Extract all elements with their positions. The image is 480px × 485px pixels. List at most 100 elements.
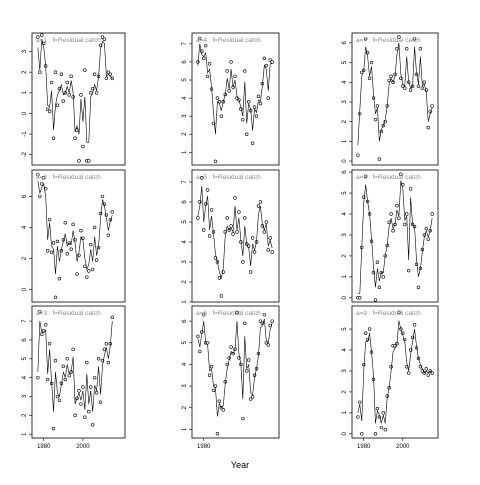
point xyxy=(237,210,241,214)
point xyxy=(200,176,204,180)
panel-title: a=6 : f=Residual catch xyxy=(196,310,261,317)
y-tick-label: 1 xyxy=(182,427,188,431)
point xyxy=(373,298,378,302)
fit-line xyxy=(357,320,433,424)
point xyxy=(375,406,380,411)
point xyxy=(205,74,210,79)
panel-frame xyxy=(31,32,126,166)
x-tick-label: 2000 xyxy=(396,444,410,450)
y-tick-label: 2 xyxy=(342,390,348,394)
y-tick-label: 3 xyxy=(182,260,188,264)
panel-title: a=2 : f=Residual catch xyxy=(36,174,101,181)
point xyxy=(270,319,274,323)
panel-frame xyxy=(191,169,280,303)
point xyxy=(104,213,109,217)
fit-line xyxy=(197,43,273,135)
point xyxy=(426,373,430,377)
panel-title: a=3 : f=Residual catch xyxy=(36,310,101,317)
y-tick-label: -1 xyxy=(22,131,28,137)
point xyxy=(397,216,401,220)
y-tick-label: 3 xyxy=(342,100,348,104)
panel-frame xyxy=(351,169,439,303)
y-tick-label: 4 xyxy=(22,375,28,379)
point xyxy=(202,312,206,317)
point xyxy=(362,362,366,367)
y-tick-label: 3 xyxy=(342,233,348,237)
point xyxy=(65,80,69,85)
point xyxy=(45,249,50,253)
point xyxy=(264,63,268,68)
point xyxy=(430,104,434,108)
point xyxy=(248,270,253,274)
point xyxy=(71,222,75,227)
point xyxy=(414,262,419,266)
panel-title: a=9 : f=Residual catch xyxy=(356,310,421,317)
point xyxy=(38,309,42,314)
point xyxy=(219,294,224,298)
panel: -2 -1 0 1 2 3 a=1 : f=Residual catch xyxy=(22,32,126,166)
point xyxy=(69,247,73,251)
panel-title: a=5 : f=Residual catch xyxy=(196,174,261,181)
y-tick-label: 1 xyxy=(22,432,28,436)
y-tick-label: 4 xyxy=(342,348,348,352)
point xyxy=(397,310,401,314)
y-tick-label: 4 xyxy=(342,80,348,84)
point xyxy=(416,84,421,88)
y-tick-label: 4 xyxy=(342,212,348,216)
point xyxy=(96,357,101,361)
y-tick-label: 6 xyxy=(182,60,188,64)
point xyxy=(38,194,42,199)
panel-frame xyxy=(31,169,126,303)
point xyxy=(196,334,200,338)
point xyxy=(381,411,385,415)
point xyxy=(87,159,91,163)
point xyxy=(98,400,103,404)
panel-frame xyxy=(351,305,439,439)
point xyxy=(40,182,44,186)
panel: 0 2 4 6 a=2 : f=Residual catch xyxy=(22,169,126,303)
point xyxy=(104,76,109,81)
point xyxy=(426,237,430,241)
point xyxy=(89,91,93,95)
point xyxy=(375,104,380,108)
point xyxy=(106,360,111,365)
x-tick-label: 1980 xyxy=(197,444,211,450)
point xyxy=(47,109,52,114)
point xyxy=(403,222,407,227)
panel-frame xyxy=(351,32,439,166)
point xyxy=(229,345,233,349)
point xyxy=(217,276,222,280)
point xyxy=(85,275,89,279)
point xyxy=(65,252,69,256)
y-tick-label: 0 xyxy=(342,295,348,299)
point xyxy=(40,332,44,336)
y-tick-label: 2 xyxy=(22,413,28,417)
panel: 1 2 3 4 5 6 7 a=4 : f=Residual catch xyxy=(182,32,280,166)
point xyxy=(408,88,413,92)
point xyxy=(405,212,409,216)
point xyxy=(246,358,251,362)
point xyxy=(207,62,212,66)
point xyxy=(262,230,267,234)
point xyxy=(100,35,105,39)
point xyxy=(426,125,430,130)
point xyxy=(389,74,393,79)
point xyxy=(94,258,99,262)
point xyxy=(57,398,62,402)
point xyxy=(418,47,423,51)
point xyxy=(383,427,387,432)
point xyxy=(399,172,403,176)
point xyxy=(360,432,364,436)
y-tick-label: 2 xyxy=(342,119,348,123)
point xyxy=(55,239,60,244)
fit-line xyxy=(357,42,433,146)
point xyxy=(254,114,259,118)
y-tick-label: 5 xyxy=(342,191,348,195)
fit-line xyxy=(197,185,273,280)
point xyxy=(79,228,83,233)
x-tick-label: 2000 xyxy=(76,444,90,450)
point xyxy=(356,415,360,419)
point xyxy=(235,310,239,315)
point xyxy=(102,37,107,41)
point xyxy=(55,394,60,399)
